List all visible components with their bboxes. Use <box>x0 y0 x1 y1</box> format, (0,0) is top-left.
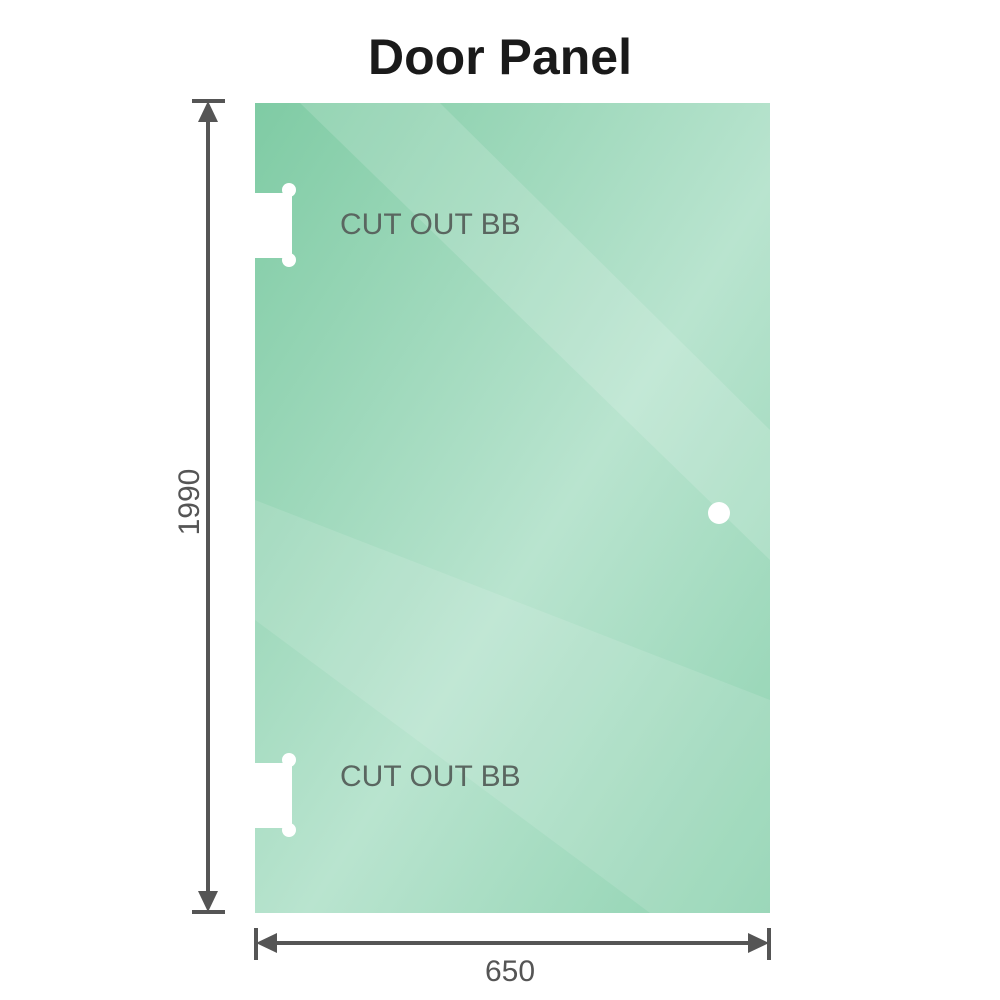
cutout-bottom <box>252 753 296 837</box>
cutout-label-bottom: CUT OUT BB <box>340 760 521 793</box>
glass-panel <box>255 103 770 913</box>
width-label: 650 <box>484 955 536 988</box>
cutout-top <box>252 183 296 267</box>
cutout-label-top: CUT OUT BB <box>340 208 521 241</box>
height-dimension <box>192 99 225 914</box>
height-label: 1990 <box>173 468 206 536</box>
diagram-title: Door Panel <box>368 29 632 85</box>
handle-hole <box>708 502 730 524</box>
width-dimension <box>254 928 771 960</box>
